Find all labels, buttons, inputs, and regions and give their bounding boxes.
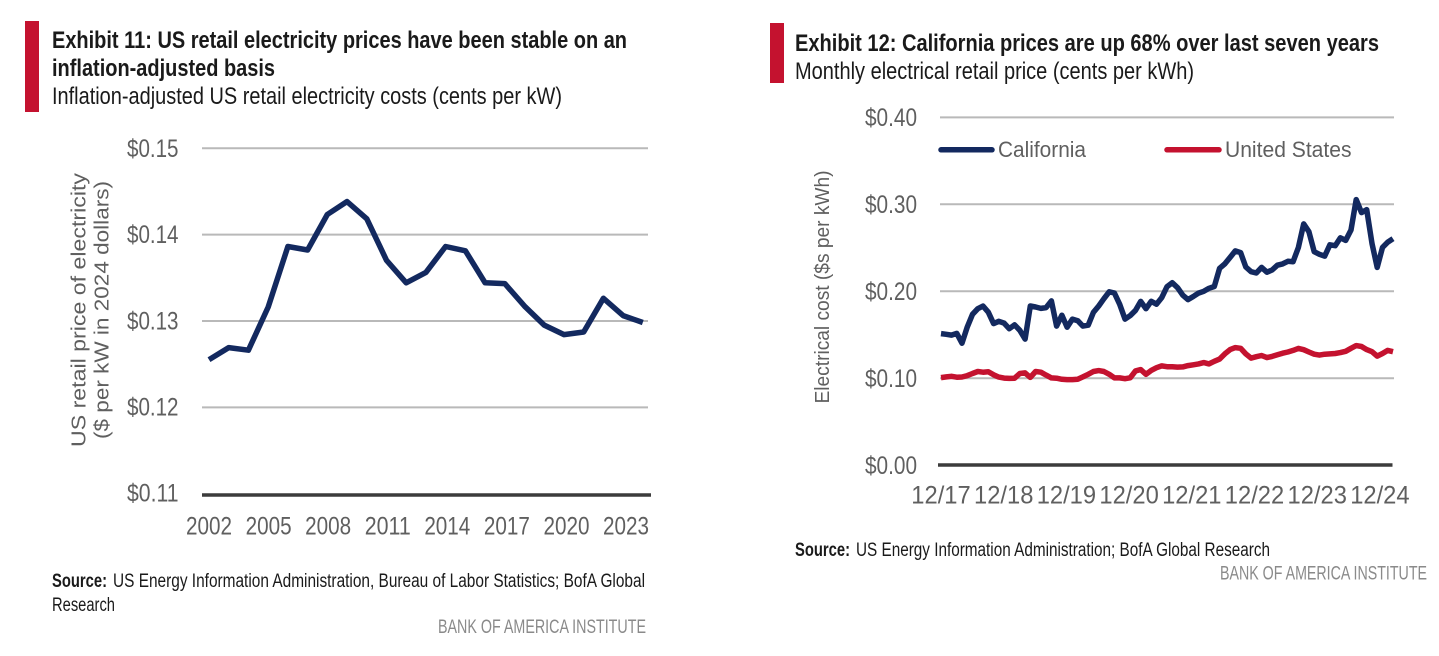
svg-text:inflation-adjusted basis: inflation-adjusted basis xyxy=(52,55,275,82)
svg-text:$0.00: $0.00 xyxy=(865,452,917,480)
svg-text:12/18: 12/18 xyxy=(974,482,1033,510)
svg-text:2023: 2023 xyxy=(603,513,649,541)
svg-text:2011: 2011 xyxy=(365,513,411,541)
svg-text:2002: 2002 xyxy=(186,513,232,541)
svg-text:2020: 2020 xyxy=(543,513,589,541)
svg-text:US retail price of electricity: US retail price of electricity xyxy=(69,173,91,447)
svg-text:$0.11: $0.11 xyxy=(127,480,179,508)
svg-text:Exhibit 12: California prices: Exhibit 12: California prices are up 68%… xyxy=(795,30,1379,57)
svg-text:12/23: 12/23 xyxy=(1288,482,1347,510)
svg-text:Research: Research xyxy=(52,595,115,616)
svg-text:12/21: 12/21 xyxy=(1162,482,1221,510)
svg-text:$0.40: $0.40 xyxy=(865,104,917,132)
svg-text:Source:US Energy Information A: Source: US Energy Information Administrat… xyxy=(795,540,1270,561)
svg-text:$0.15: $0.15 xyxy=(127,135,179,163)
svg-text:California: California xyxy=(998,137,1087,162)
svg-text:United States: United States xyxy=(1225,137,1352,162)
svg-text:2005: 2005 xyxy=(246,513,292,541)
svg-text:$0.14: $0.14 xyxy=(127,221,179,249)
svg-text:($ per kW in 2024 dollars): ($ per kW in 2024 dollars) xyxy=(92,181,114,439)
svg-text:Monthly electrical retail pric: Monthly electrical retail price (cents p… xyxy=(795,58,1194,85)
svg-text:BANK OF AMERICA INSTITUTE: BANK OF AMERICA INSTITUTE xyxy=(1220,564,1427,585)
svg-text:12/17: 12/17 xyxy=(911,482,970,510)
svg-text:BANK OF AMERICA INSTITUTE: BANK OF AMERICA INSTITUTE xyxy=(438,617,646,638)
svg-text:12/24: 12/24 xyxy=(1350,482,1409,510)
svg-text:$0.20: $0.20 xyxy=(865,278,917,306)
svg-text:2014: 2014 xyxy=(424,513,470,541)
svg-text:$0.30: $0.30 xyxy=(865,191,917,219)
svg-text:$0.10: $0.10 xyxy=(865,365,917,393)
svg-text:12/22: 12/22 xyxy=(1225,482,1284,510)
svg-text:$0.12: $0.12 xyxy=(127,394,179,422)
svg-text:Source:US Energy Information A: Source: US Energy Information Administrat… xyxy=(52,571,645,592)
svg-text:Inflation-adjusted US retail e: Inflation-adjusted US retail electricity… xyxy=(52,83,562,110)
svg-text:12/20: 12/20 xyxy=(1099,482,1158,510)
svg-text:Electrical cost ($s per kWh): Electrical cost ($s per kWh) xyxy=(812,171,834,404)
svg-text:2008: 2008 xyxy=(305,513,351,541)
svg-text:Exhibit 11: US retail electric: Exhibit 11: US retail electricity prices… xyxy=(52,27,627,54)
svg-text:2017: 2017 xyxy=(484,513,530,541)
svg-text:12/19: 12/19 xyxy=(1037,482,1096,510)
svg-text:$0.13: $0.13 xyxy=(127,308,179,336)
